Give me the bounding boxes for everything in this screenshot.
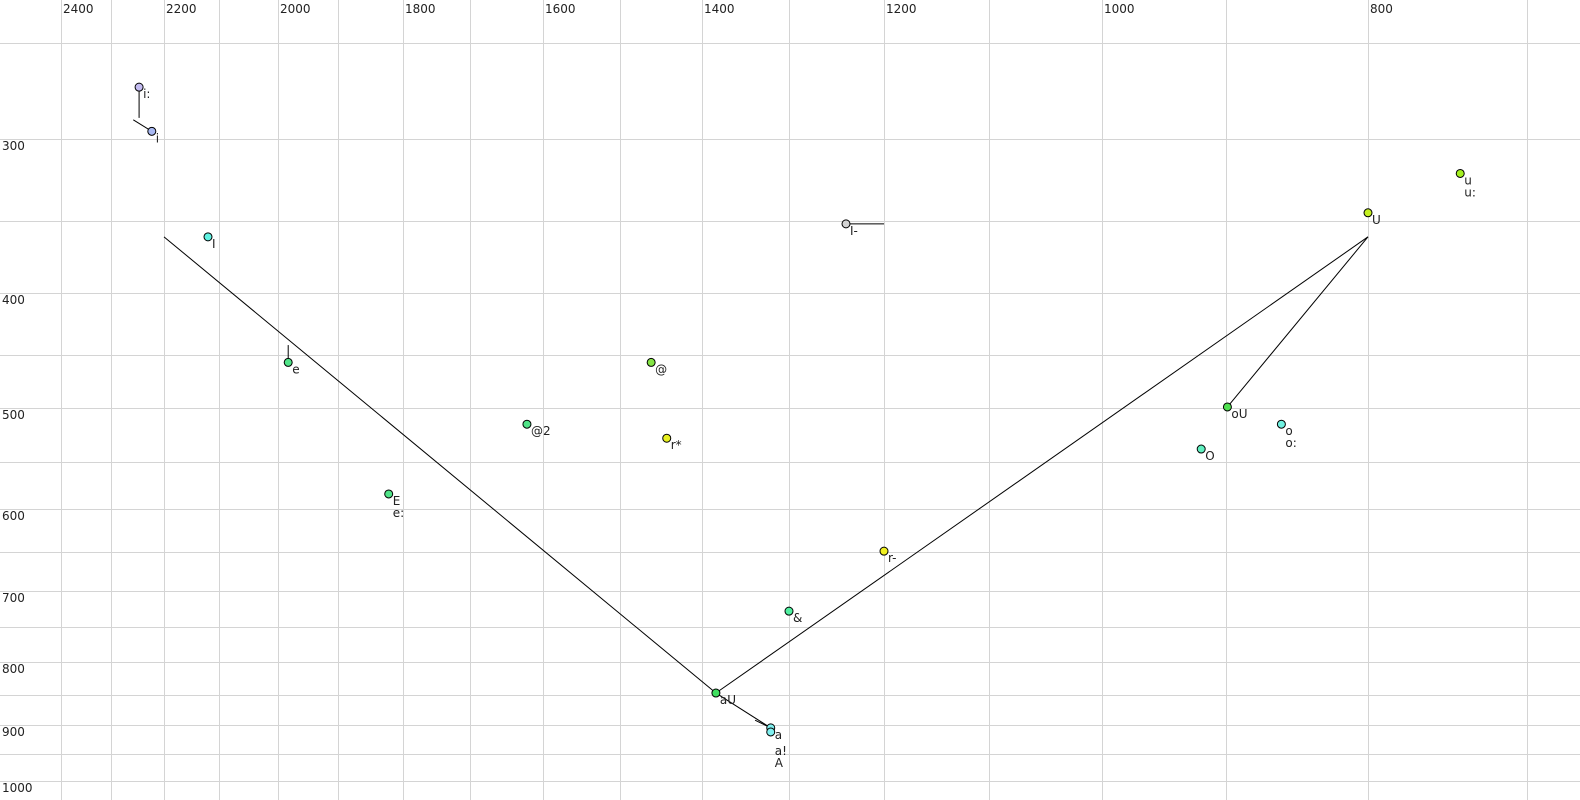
vowel-label-line: i (156, 131, 159, 145)
y-tick-label: 1000 (2, 781, 33, 795)
vowel-point (147, 126, 157, 136)
vowel-label: e (292, 362, 299, 376)
vowel-label: I- (850, 224, 858, 238)
vowel-label: oU (1231, 407, 1247, 421)
vowel-point (1276, 419, 1286, 429)
vowel-point (1222, 402, 1232, 412)
vowel-label-line: o (1285, 424, 1292, 438)
y-tick-label: 900 (2, 725, 25, 739)
vowel-point (841, 219, 851, 229)
vowel-label: a (775, 728, 782, 742)
vowel-point (1455, 168, 1465, 178)
vowel-point (283, 357, 293, 367)
trajectory-line (1227, 236, 1369, 408)
y-tick-label: 300 (2, 139, 25, 153)
vowel-label: I (212, 237, 216, 251)
vowel-label-line: @ (655, 362, 667, 376)
vowel-point (203, 232, 213, 242)
vowel-label: u u: (1464, 173, 1476, 199)
vowel-label: r* (671, 438, 682, 452)
vowel-point (522, 419, 532, 429)
x-tick-label: 1000 (1104, 2, 1135, 16)
vowel-label-line: a! (775, 744, 787, 758)
y-tick-label: 800 (2, 662, 25, 676)
vowel-label: aU (720, 693, 736, 707)
vowel-label-line: e: (393, 506, 404, 520)
y-tick-label: 500 (2, 408, 25, 422)
vowel-label: a! A (775, 744, 787, 770)
vowel-point (134, 82, 144, 92)
vowel-label-line: r- (888, 551, 897, 565)
x-tick-label: 1600 (545, 2, 576, 16)
vowel-label-line: u (1464, 173, 1472, 187)
vowel-point (1363, 208, 1373, 218)
vowel-label-line: aU (720, 693, 736, 707)
axis-ticks: 2400 2200 2000 1800 1600 1400 1200 1000 800 300 40… (2, 2, 1393, 795)
vowel-point (662, 433, 672, 443)
vowel-label: i: (143, 87, 150, 101)
vowel-point (1196, 444, 1206, 454)
x-tick-label: 1800 (405, 2, 436, 16)
vowel-label-line: I (212, 237, 216, 251)
y-tick-label: 600 (2, 509, 25, 523)
vowel-label: U (1372, 213, 1381, 227)
vowel-label: & (793, 611, 802, 625)
vowel-label-line: o: (1285, 436, 1296, 450)
vowel-label-line: U (1372, 213, 1381, 227)
vowel-label: @2 (531, 424, 551, 438)
vowel-point (646, 357, 656, 367)
x-tick-label: 2400 (63, 2, 94, 16)
vowel-label-line: A (775, 756, 784, 770)
trajectories (132, 87, 1369, 729)
x-tick-label: 2000 (280, 2, 311, 16)
trajectory-line (715, 236, 1369, 694)
x-tick-label: 800 (1370, 2, 1393, 16)
vowel-label-line: u: (1464, 185, 1476, 199)
y-tick-label: 700 (2, 591, 25, 605)
vowel-label-line: I- (850, 224, 858, 238)
vowel-label-line: r* (671, 438, 682, 452)
vowel-label-line: E (393, 494, 401, 508)
vowel-label-line: & (793, 611, 802, 625)
x-tick-label: 1400 (704, 2, 735, 16)
vowel-label-line: e (292, 362, 299, 376)
vowel-label-line: oU (1231, 407, 1247, 421)
vowel-label-line: a (775, 728, 782, 742)
vowel-label: i (156, 131, 159, 145)
vowel-point (766, 727, 776, 737)
vowel-label: O (1205, 449, 1214, 463)
vowel-label-line: O (1205, 449, 1214, 463)
trajectory-line (715, 692, 771, 729)
vowel-label: r- (888, 551, 897, 565)
vowel-label-line: @2 (531, 424, 551, 438)
vowel-point (711, 688, 721, 698)
x-tick-label: 1200 (886, 2, 917, 16)
vowel-point (384, 489, 394, 499)
vowel-label-line: i: (143, 87, 150, 101)
vowel-point (879, 546, 889, 556)
y-tick-label: 400 (2, 293, 25, 307)
trajectory-line (163, 236, 717, 694)
x-tick-label: 2200 (166, 2, 197, 16)
vowel-point (784, 606, 794, 616)
vowel-label: o o: (1285, 424, 1296, 450)
vowel-label: @ (655, 362, 667, 376)
